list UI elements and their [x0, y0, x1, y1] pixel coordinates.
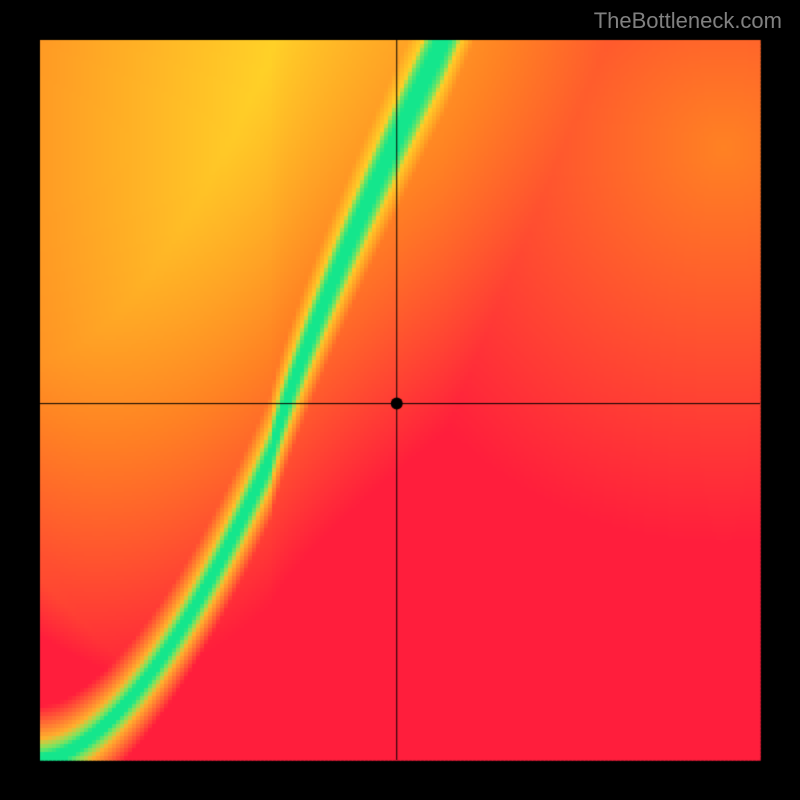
heatmap-canvas	[0, 0, 800, 800]
watermark-label: TheBottleneck.com	[594, 8, 782, 34]
chart-container: TheBottleneck.com	[0, 0, 800, 800]
